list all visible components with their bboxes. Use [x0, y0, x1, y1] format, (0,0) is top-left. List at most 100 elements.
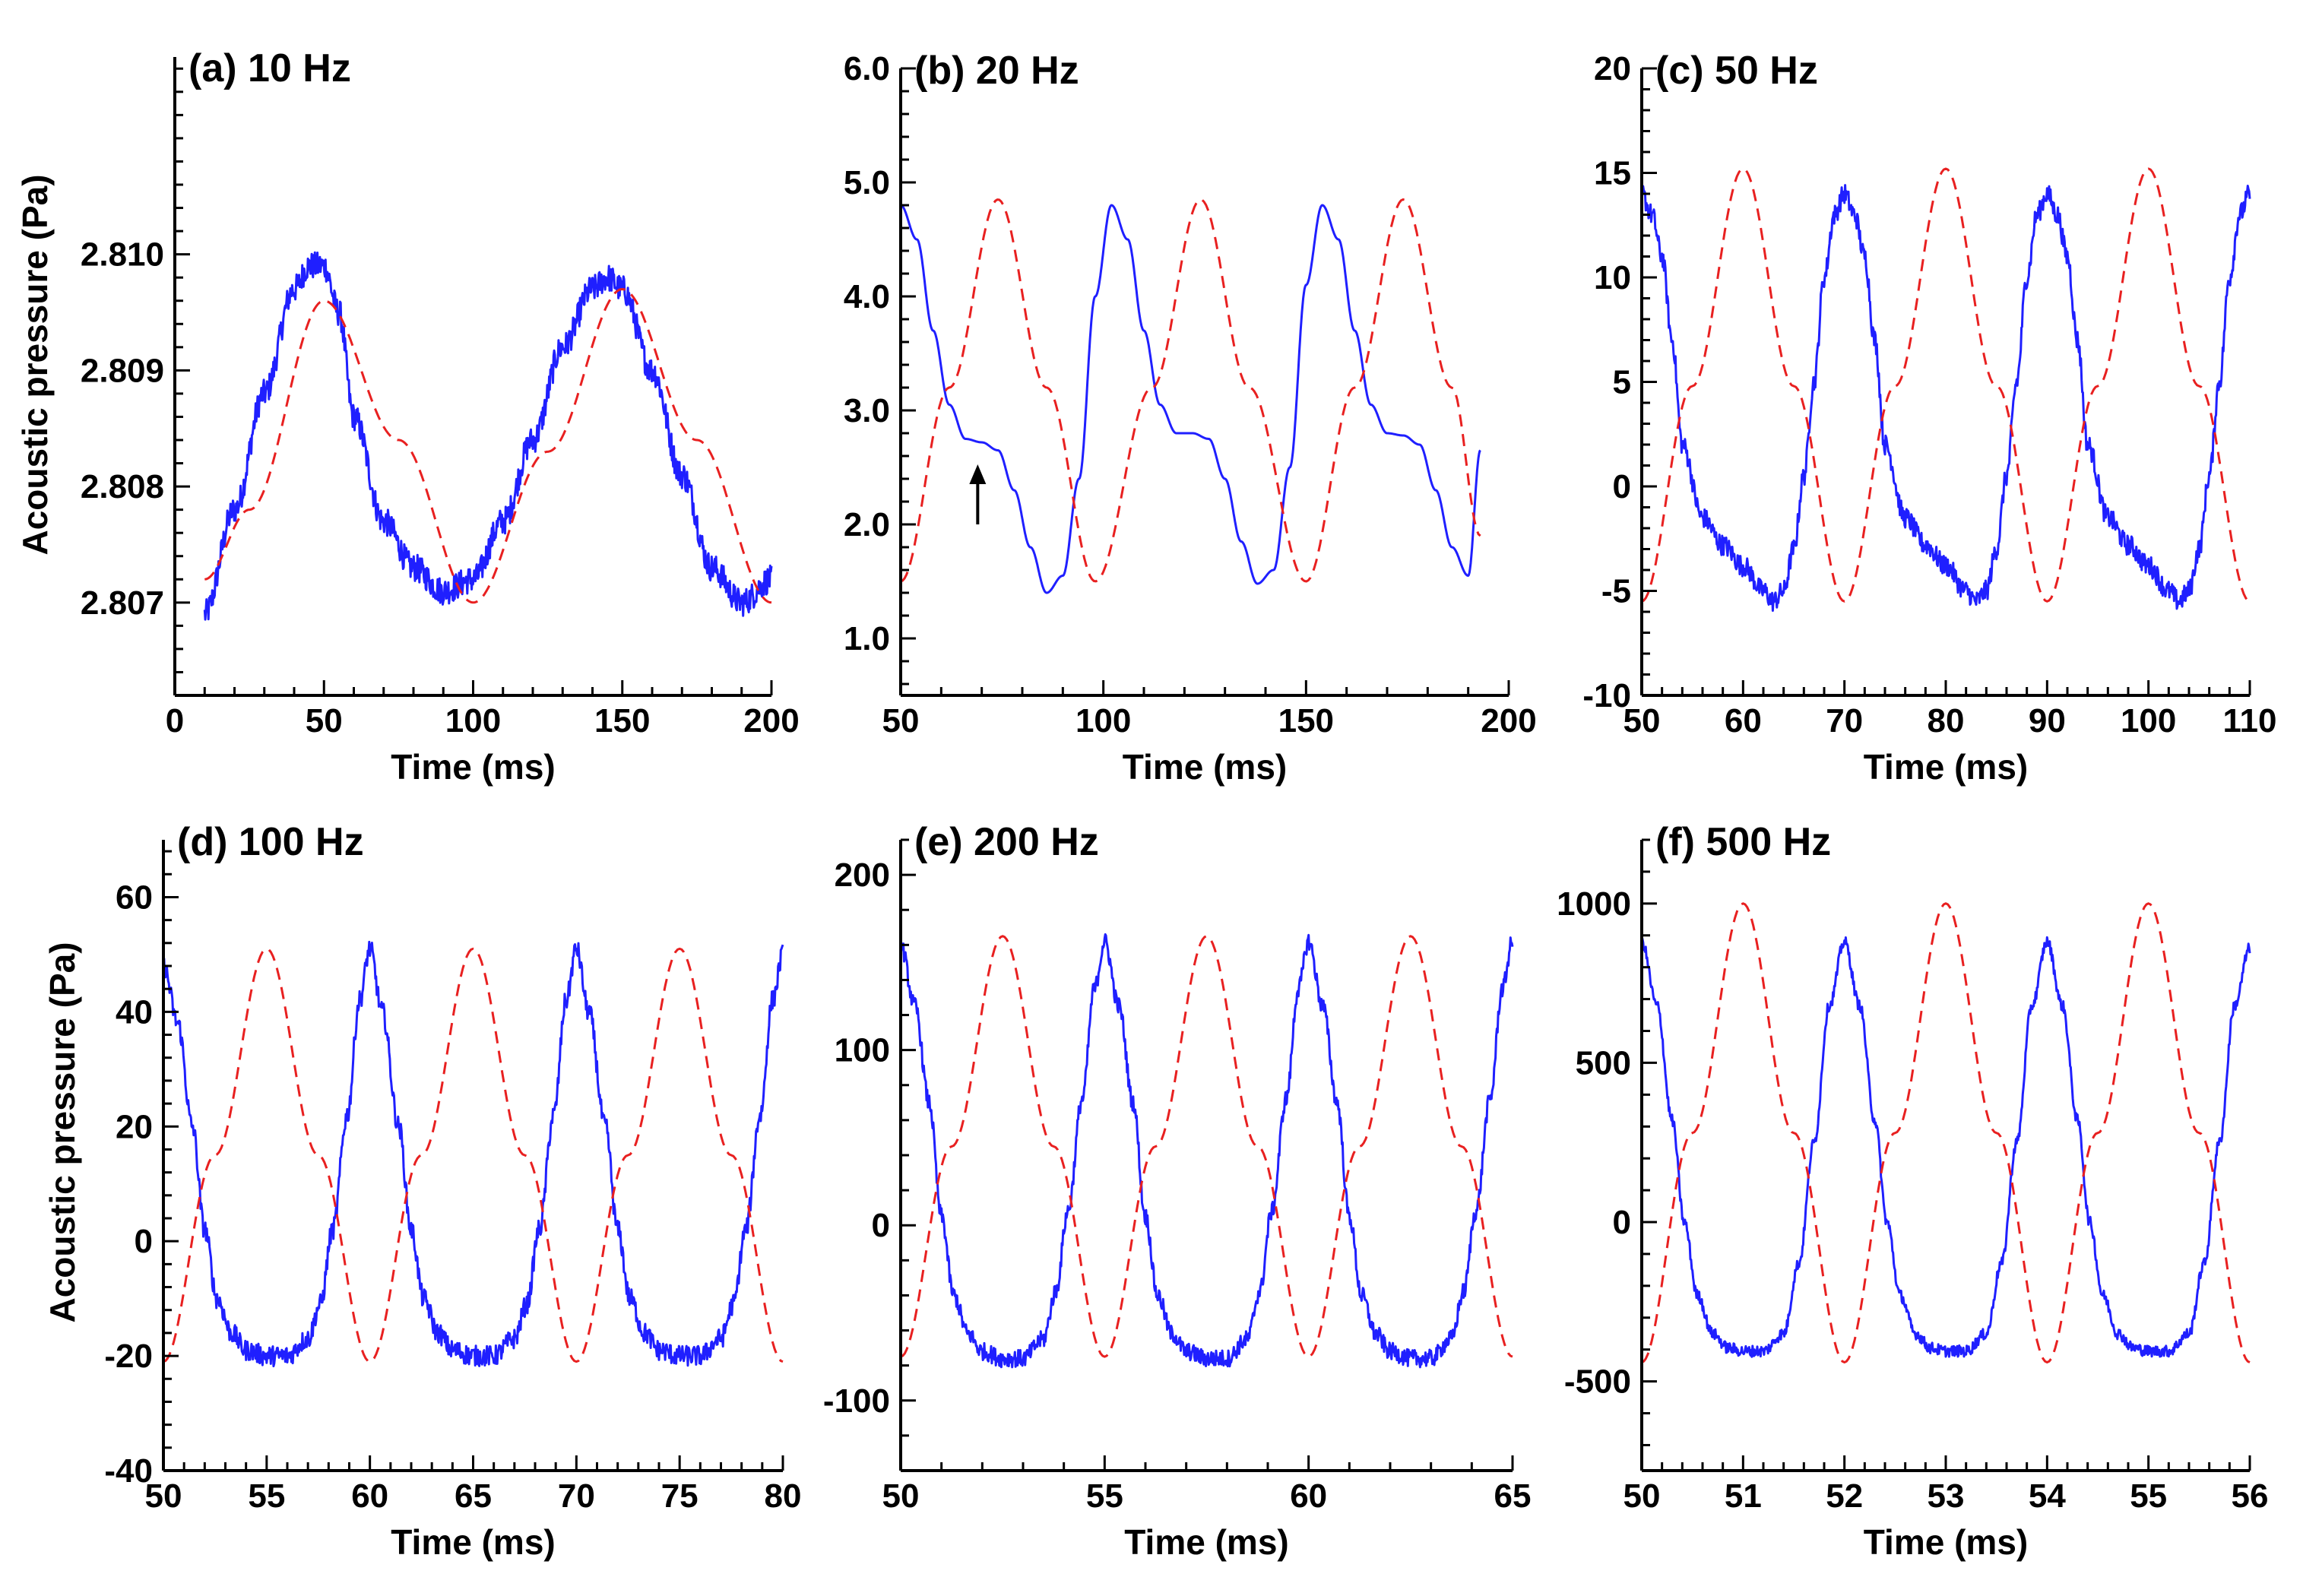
y-tick-label: 15	[1594, 155, 1631, 192]
series-measured-d	[162, 940, 784, 1368]
x-tick-label: 150	[594, 702, 650, 739]
x-tick-label: 90	[2029, 702, 2066, 739]
x-tick-label: 55	[248, 1477, 285, 1515]
x-tick-label: 60	[1290, 1477, 1327, 1515]
x-axis-label-c: Time (ms)	[1864, 747, 2028, 787]
y-tick-label: 40	[116, 993, 153, 1031]
x-tick-label: 70	[1826, 702, 1863, 739]
x-axis-label-d: Time (ms)	[391, 1522, 555, 1562]
x-tick-label: 55	[2130, 1477, 2167, 1515]
y-tick-label: 5.0	[844, 164, 890, 201]
x-tick-label: 150	[1278, 702, 1334, 739]
series-measured-a	[203, 251, 773, 621]
x-tick-label: 80	[1928, 702, 1965, 739]
y-tick-label: -20	[104, 1338, 153, 1375]
y-tick-label: 0	[872, 1207, 890, 1244]
y-tick-label: 500	[1576, 1044, 1631, 1081]
x-tick-label: 65	[455, 1477, 492, 1515]
y-axis-label-bottom: Acoustic pressure (Pa)	[43, 942, 82, 1322]
panel-title-a: (a) 10 Hz	[188, 46, 351, 90]
x-tick-label: 0	[166, 702, 184, 739]
x-tick-label: 55	[1086, 1477, 1123, 1515]
x-tick-label: 50	[1624, 1477, 1661, 1515]
x-tick-label: 80	[765, 1477, 802, 1515]
x-tick-label: 100	[1075, 702, 1131, 739]
x-axis-label-f: Time (ms)	[1864, 1522, 2028, 1562]
series-measured-e	[899, 933, 1514, 1369]
y-tick-label: 20	[1594, 50, 1631, 87]
series-reference-f	[1641, 902, 2251, 1363]
y-axis-label-top: Acoustic pressure (Pa)	[15, 174, 55, 555]
panel-title-c: (c) 50 Hz	[1655, 49, 1818, 93]
panel-title-b: (b) 20 Hz	[914, 49, 1079, 93]
panel-e: 50 55 60 65 -100 0 100 200 Time (ms) (e) 200 Hz	[823, 820, 1532, 1562]
panel-b: 50 100 150 200 1.0 2.0 3.0 4.0 5.0 6.0 Time (ms) (b…	[844, 49, 1537, 787]
series-reference-d	[163, 947, 784, 1363]
panel-a: 0 50 100 150 200 2.807 2.808 2.809 2.810 Time (ms…	[81, 46, 800, 787]
y-tick-label: 1000	[1557, 885, 1631, 923]
y-tick-label: 10	[1594, 259, 1631, 296]
x-tick-label: 65	[1494, 1477, 1532, 1515]
x-tick-label: 110	[2223, 702, 2277, 739]
panel-title-f: (f) 500 Hz	[1655, 820, 1831, 864]
x-tick-label: 200	[743, 702, 799, 739]
y-tick-label: 2.810	[81, 236, 164, 274]
y-tick-label: 1.0	[844, 620, 890, 657]
panel-f: 50 51 52 53 54 55 56 -500 0 500 1000 Time (ms) (f) 5…	[1557, 820, 2268, 1562]
series-reference-a	[204, 288, 772, 604]
y-tick-label: 200	[835, 857, 890, 894]
y-tick-label: 4.0	[844, 278, 890, 315]
x-tick-label: 60	[1725, 702, 1762, 739]
panel-c: 50 60 70 80 90 100 110 -10 -5 0 5 10 15 20 Time (ms) (c…	[1582, 49, 2276, 787]
x-tick-label: 53	[1928, 1477, 1965, 1515]
y-tick-label: 2.808	[81, 468, 164, 505]
x-tick-label: 100	[445, 702, 501, 739]
series-measured-f	[1640, 936, 2251, 1358]
x-axis-label-b: Time (ms)	[1123, 747, 1287, 787]
series-measured-c	[1640, 184, 2251, 612]
y-tick-label: 20	[116, 1108, 153, 1145]
y-tick-label: 60	[116, 879, 153, 916]
x-tick-label: 100	[2121, 702, 2176, 739]
x-axis-label-e: Time (ms)	[1124, 1522, 1288, 1562]
y-tick-label: 2.807	[81, 584, 164, 622]
y-tick-label: -40	[104, 1452, 153, 1490]
series-reference-e	[900, 935, 1513, 1358]
x-axis-label-a: Time (ms)	[391, 747, 555, 787]
x-tick-label: 52	[1826, 1477, 1863, 1515]
series-reference-c	[1641, 167, 2251, 603]
x-tick-label: 200	[1481, 702, 1536, 739]
y-tick-label: 100	[835, 1032, 890, 1069]
panel-title-e: (e) 200 Hz	[914, 820, 1099, 864]
y-tick-label: 0	[1613, 1204, 1631, 1241]
y-tick-label: -100	[823, 1382, 890, 1420]
x-tick-label: 75	[661, 1477, 699, 1515]
x-tick-label: 50	[145, 1477, 182, 1515]
y-tick-label: 6.0	[844, 50, 890, 87]
x-tick-label: 50	[1624, 702, 1661, 739]
x-tick-label: 50	[882, 702, 920, 739]
x-tick-label: 50	[306, 702, 343, 739]
y-tick-label: -5	[1601, 573, 1631, 610]
annotation-arrow-head	[969, 464, 987, 484]
y-tick-label: -500	[1564, 1363, 1631, 1401]
x-tick-label: 56	[2232, 1477, 2269, 1515]
x-tick-label: 70	[558, 1477, 595, 1515]
y-tick-label: 3.0	[844, 392, 890, 429]
x-tick-label: 60	[351, 1477, 388, 1515]
x-tick-label: 51	[1725, 1477, 1762, 1515]
panel-title-d: (d) 100 Hz	[177, 820, 364, 864]
y-tick-label: 5	[1613, 364, 1631, 401]
y-tick-label: 0	[135, 1223, 153, 1260]
y-tick-label: 2.0	[844, 506, 890, 543]
x-tick-label: 54	[2029, 1477, 2066, 1515]
y-tick-label: -10	[1582, 677, 1631, 714]
y-tick-label: 2.809	[81, 352, 164, 389]
x-tick-label: 50	[882, 1477, 920, 1515]
y-tick-label: 0	[1613, 468, 1631, 505]
series-reference-b	[900, 198, 1481, 583]
series-measured-b	[900, 204, 1481, 594]
